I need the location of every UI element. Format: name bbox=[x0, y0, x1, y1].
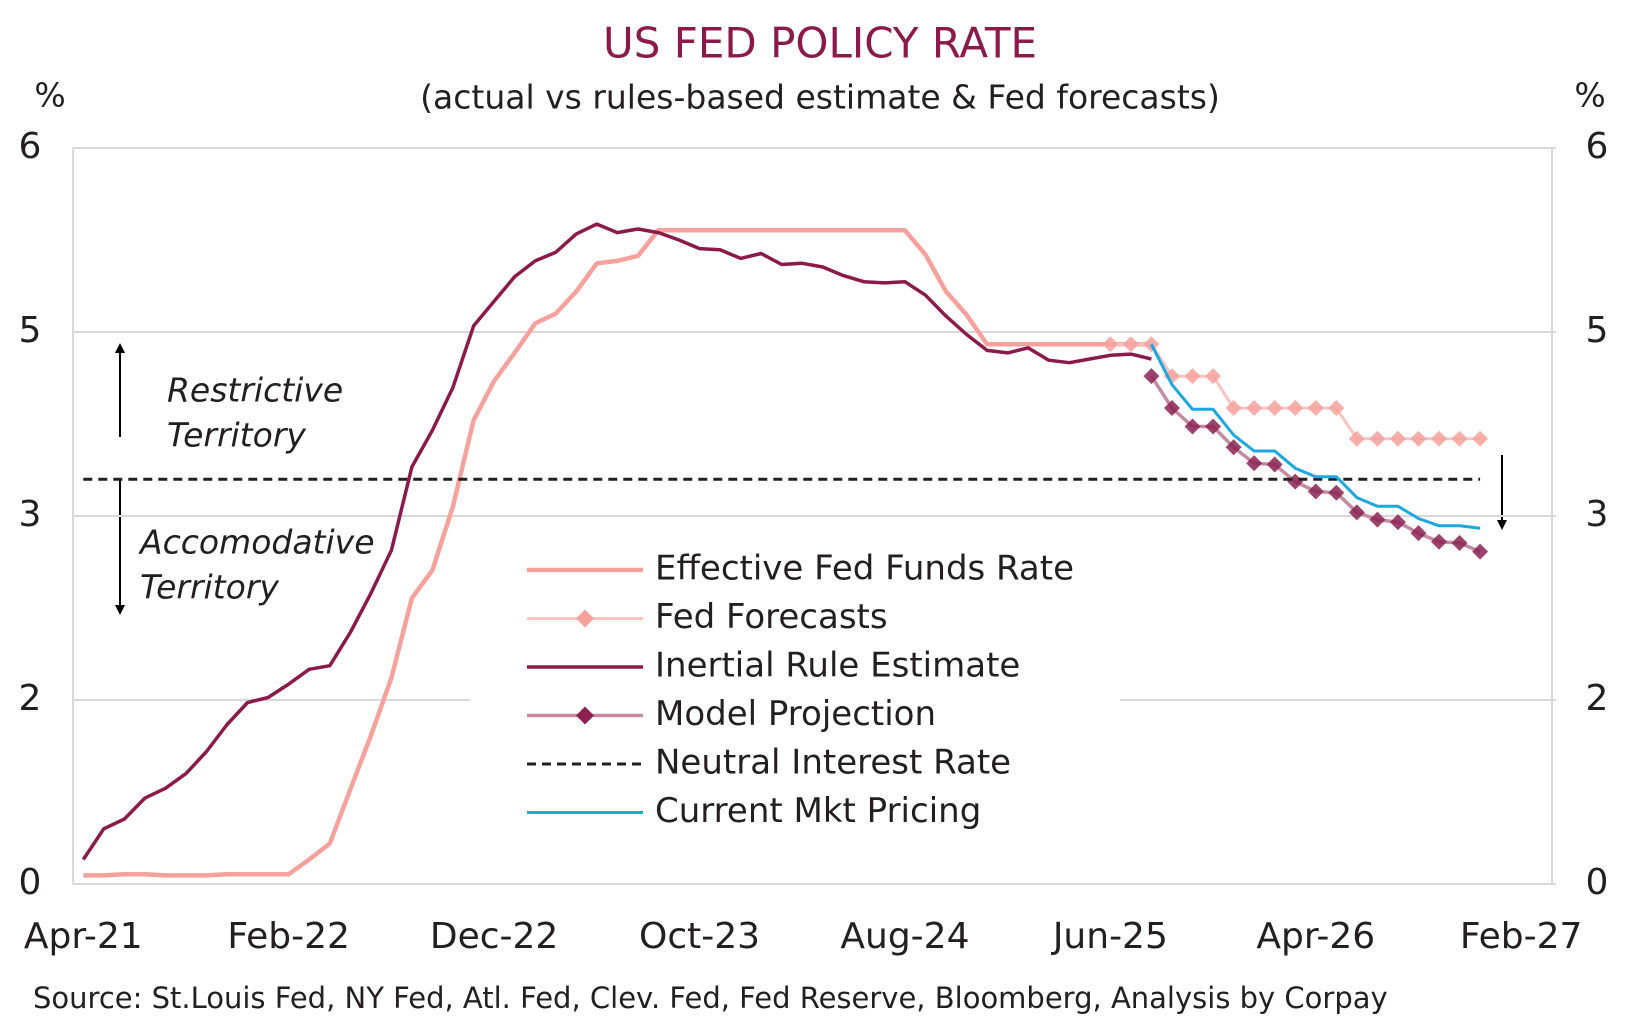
series-marker bbox=[1348, 430, 1365, 447]
y2-tick-label: 0 bbox=[1586, 862, 1609, 903]
legend-label: Effective Fed Funds Rate bbox=[655, 549, 1074, 589]
series-marker bbox=[1163, 400, 1180, 417]
series-marker bbox=[1184, 368, 1201, 385]
x-tick-label: Apr-21 bbox=[24, 916, 143, 957]
legend-label: Current Mkt Pricing bbox=[655, 791, 981, 831]
plot-area: 0 2 3 5 6 0 2 3 5 6 Apr-21 Feb-22 Dec-22 Oct-23 Aug-24… bbox=[19, 126, 1609, 957]
annotation: Territory bbox=[140, 568, 279, 607]
series-marker bbox=[1389, 430, 1406, 447]
series-marker bbox=[1307, 483, 1324, 500]
y2-tick-label: 3 bbox=[1586, 494, 1609, 535]
annotation: Territory bbox=[167, 416, 306, 455]
y2-tick-label: 6 bbox=[1586, 126, 1609, 167]
series-marker bbox=[1410, 525, 1427, 542]
x-tick-label: Oct-23 bbox=[639, 916, 760, 957]
annotation: Accomodative bbox=[138, 523, 375, 562]
x-tick-label: Feb-22 bbox=[227, 916, 350, 957]
legend-label: Neutral Interest Rate bbox=[655, 743, 1011, 783]
x-tick-label: Feb-27 bbox=[1460, 916, 1583, 957]
series-marker bbox=[1266, 456, 1283, 473]
y-tick-label: 6 bbox=[19, 126, 42, 167]
series-marker bbox=[1369, 430, 1386, 447]
y-tick-label: 0 bbox=[19, 862, 42, 903]
series-marker bbox=[1369, 511, 1386, 528]
series-marker bbox=[1122, 336, 1139, 353]
series-marker bbox=[1163, 368, 1180, 385]
x-tick-label: Apr-26 bbox=[1256, 916, 1375, 957]
series-marker bbox=[1143, 368, 1160, 385]
series-marker bbox=[1328, 400, 1345, 417]
series-marker bbox=[1431, 430, 1448, 447]
legend-label: Fed Forecasts bbox=[655, 597, 888, 637]
series-marker bbox=[1287, 473, 1304, 490]
source-note: Source: St.Louis Fed, NY Fed, Atl. Fed, … bbox=[33, 981, 1388, 1015]
y-axis-label: % bbox=[34, 76, 65, 115]
series-marker bbox=[1348, 504, 1365, 521]
series-line bbox=[81, 222, 1152, 861]
series-marker bbox=[1225, 439, 1242, 456]
series-marker bbox=[1328, 484, 1345, 501]
series-marker bbox=[1287, 400, 1304, 417]
series-marker bbox=[1307, 400, 1324, 417]
series-marker bbox=[1451, 534, 1468, 551]
series-line bbox=[1150, 343, 1481, 530]
series-line bbox=[1110, 342, 1481, 441]
series-marker bbox=[1389, 514, 1406, 531]
series-marker bbox=[1451, 430, 1468, 447]
y-tick-label: 5 bbox=[19, 310, 42, 351]
legend-marker bbox=[576, 609, 594, 628]
y2-axis-label: % bbox=[1574, 76, 1605, 115]
series-marker bbox=[1472, 430, 1489, 447]
series-marker bbox=[1472, 543, 1489, 560]
series-line bbox=[83, 227, 1152, 878]
series-marker bbox=[1410, 430, 1427, 447]
series-marker bbox=[1225, 400, 1242, 417]
chart-subtitle: (actual vs rules-based estimate & Fed fo… bbox=[420, 78, 1220, 117]
legend-label: Model Projection bbox=[655, 694, 936, 734]
series-marker bbox=[1205, 368, 1222, 385]
y2-tick-label: 5 bbox=[1586, 310, 1609, 351]
annotation: Restrictive bbox=[167, 371, 343, 410]
legend-box bbox=[470, 552, 1120, 842]
series-marker bbox=[1102, 336, 1119, 353]
x-tick-label: Jun-25 bbox=[1051, 916, 1168, 957]
legend-marker bbox=[576, 706, 594, 725]
series-marker bbox=[1205, 418, 1222, 435]
series-marker bbox=[1143, 336, 1160, 353]
series-marker bbox=[1246, 400, 1263, 417]
series-marker bbox=[1266, 400, 1283, 417]
x-tick-label: Aug-24 bbox=[840, 916, 969, 957]
x-tick-label: Dec-22 bbox=[430, 916, 558, 957]
legend-label: Inertial Rule Estimate bbox=[655, 646, 1020, 686]
series-marker bbox=[1431, 533, 1448, 550]
y-tick-label: 2 bbox=[19, 678, 42, 719]
y2-tick-label: 2 bbox=[1586, 678, 1609, 719]
y-tick-label: 3 bbox=[19, 494, 42, 535]
series-marker bbox=[1246, 455, 1263, 472]
chart-title: US FED POLICY RATE bbox=[603, 19, 1037, 68]
series-marker bbox=[1184, 418, 1201, 435]
